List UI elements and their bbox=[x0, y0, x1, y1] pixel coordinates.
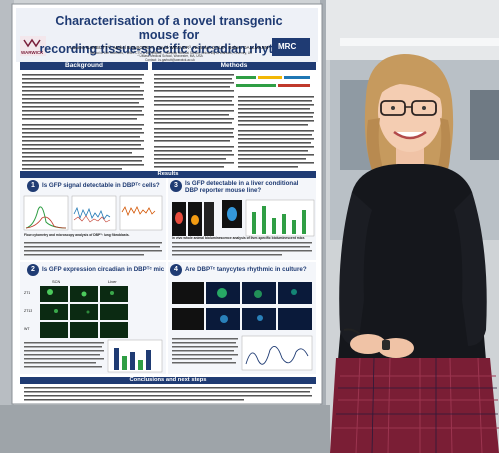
q3-number: 3 bbox=[174, 182, 178, 189]
conclusions-text-lines bbox=[24, 387, 312, 401]
q2-caption-lines bbox=[24, 342, 104, 368]
warwick-logo-mark bbox=[23, 38, 41, 48]
skirt-tartan-dark bbox=[336, 357, 498, 453]
left-hand bbox=[350, 334, 386, 354]
q3-caption-lines bbox=[172, 242, 312, 256]
methods-text-lines bbox=[154, 74, 314, 168]
poster-title: Characterisation of a novel transgenic m… bbox=[38, 14, 300, 56]
q4-caption-lines bbox=[172, 338, 238, 364]
construct-diagram bbox=[236, 76, 310, 87]
q2-row-wt: WT bbox=[24, 327, 30, 331]
ceiling bbox=[325, 0, 499, 60]
mrc-logo bbox=[272, 38, 310, 56]
q4-number-badge bbox=[170, 264, 182, 276]
q3-caption: In vivo whole animal bioluminescence ana… bbox=[172, 236, 306, 240]
q1-caption: Flow cytometry and microscopy analysis o… bbox=[24, 233, 130, 237]
q4-micrograph-grid bbox=[172, 282, 312, 330]
poster-title-line-2: recording tissue-specific circadian rhyt… bbox=[39, 42, 299, 56]
glasses-right-lens bbox=[411, 100, 437, 116]
conclusions-header-bar bbox=[20, 377, 316, 384]
q1-number-badge bbox=[27, 180, 39, 192]
person bbox=[330, 54, 499, 453]
q2-row-zt13: ZT13 bbox=[24, 309, 33, 313]
q3-number-badge bbox=[170, 180, 182, 192]
q1-trace-plot bbox=[71, 195, 117, 231]
skirt-tartan bbox=[334, 357, 499, 453]
glasses-left-lens bbox=[380, 100, 406, 116]
q2-number-badge bbox=[27, 264, 39, 276]
ceiling-light bbox=[340, 38, 499, 46]
board-base bbox=[0, 405, 330, 453]
q2-micrograph-grid bbox=[40, 286, 128, 338]
poster-affiliation-2: ⁴ UMass Medical School, Worcester, MA, U… bbox=[137, 54, 203, 58]
q2-bars bbox=[114, 348, 151, 370]
results-header-bar bbox=[20, 171, 316, 178]
left-arm bbox=[339, 192, 372, 346]
poster-affiliations: ¹ School of Life Sciences, ² WMS CTU & W… bbox=[87, 51, 253, 55]
background-header-bar bbox=[20, 62, 148, 70]
q2-question: Is GFP expression circadian in DBPᵀᶜ mic… bbox=[42, 266, 164, 273]
q2-row-zt1: ZT1 bbox=[24, 291, 31, 295]
poster-contact: Contact: l.s.garbutt@warwick.ac.uk bbox=[145, 57, 195, 62]
right-board-frame bbox=[320, 0, 326, 453]
q2-label-scn: SCN bbox=[52, 279, 61, 284]
poster-title-line-1: Characterisation of a novel transgenic m… bbox=[55, 14, 283, 42]
q1-number: 1 bbox=[31, 182, 35, 189]
mrc-logo-label: MRC bbox=[278, 42, 297, 51]
conclusions-heading: Conclusions and next steps bbox=[129, 377, 207, 383]
watch bbox=[382, 340, 390, 350]
warwick-logo-label: WARWICK bbox=[21, 50, 44, 55]
background-heading: Background bbox=[65, 62, 103, 69]
q4-number: 4 bbox=[174, 266, 178, 273]
q1-caption-lines bbox=[24, 242, 162, 256]
bracelet bbox=[343, 328, 361, 335]
q1-question: Is GFP signal detectable in DBPᵀᶜ cells? bbox=[42, 182, 160, 189]
skirt bbox=[330, 358, 499, 453]
q2-label-liver: Liver bbox=[108, 279, 117, 284]
right-arm bbox=[454, 192, 487, 346]
background-text-lines bbox=[22, 74, 144, 170]
methods-heading: Methods bbox=[220, 62, 248, 69]
window bbox=[470, 90, 499, 160]
q2-number: 2 bbox=[31, 266, 35, 273]
smile bbox=[393, 130, 427, 140]
q3-question: Is GFP detectable in a liver conditional… bbox=[185, 180, 299, 194]
results-heading: Results bbox=[157, 171, 179, 177]
left-board-frame bbox=[0, 0, 14, 453]
sweater bbox=[338, 164, 486, 360]
poster-header-band bbox=[16, 8, 318, 62]
poster-authors: Lauren GARBUTT¹², Mabel BOLBOREA¹, David… bbox=[70, 45, 270, 50]
methods-header-bar bbox=[152, 62, 316, 70]
q4-question: Are DBPᵀᶜ tanycytes rhythmic in culture? bbox=[185, 266, 307, 273]
hair-fringe bbox=[378, 63, 446, 104]
